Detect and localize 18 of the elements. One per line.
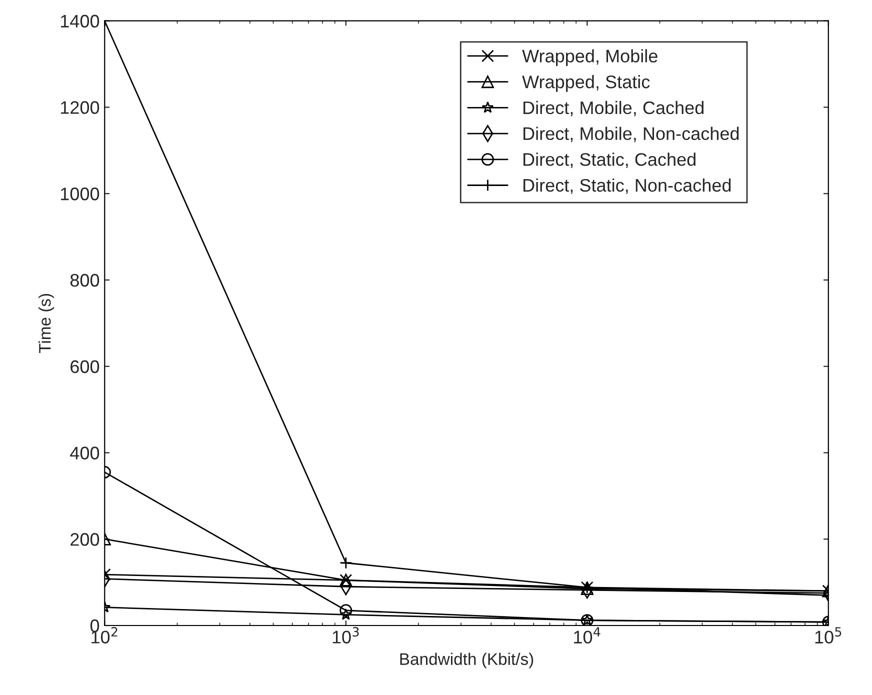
y-tick-label: 400 xyxy=(70,446,100,460)
y-tick-label: 800 xyxy=(70,274,100,287)
y-tick-label: 1000 xyxy=(60,188,100,200)
legend-label: Wrapped, Static xyxy=(522,75,650,92)
legend-label: Wrapped, Mobile xyxy=(522,49,658,66)
x-tick-label: 10$^{5}$ xyxy=(815,627,842,644)
legend-label: Direct, Mobile, Cached xyxy=(524,100,704,116)
legend-label: Direct, Static, Non-cached xyxy=(524,178,731,194)
legend-label: Direct, Mobile, Non-cached xyxy=(524,126,739,142)
y-tick-label: 1200 xyxy=(60,101,100,114)
x-tick-label: 10$^{4}$ xyxy=(574,627,600,644)
x-tick-label: 10$^{3}$ xyxy=(332,627,359,644)
y-tick-label: 600 xyxy=(70,360,100,374)
x-axis-title: Bandwidth (Kbit/s) xyxy=(400,652,534,668)
y-tick-label: 1400 xyxy=(60,14,100,28)
y-tick-label: 200 xyxy=(70,533,100,546)
y-axis-title: Time (s) xyxy=(38,294,54,354)
legend-label: Direct, Static, Cached xyxy=(524,152,696,168)
